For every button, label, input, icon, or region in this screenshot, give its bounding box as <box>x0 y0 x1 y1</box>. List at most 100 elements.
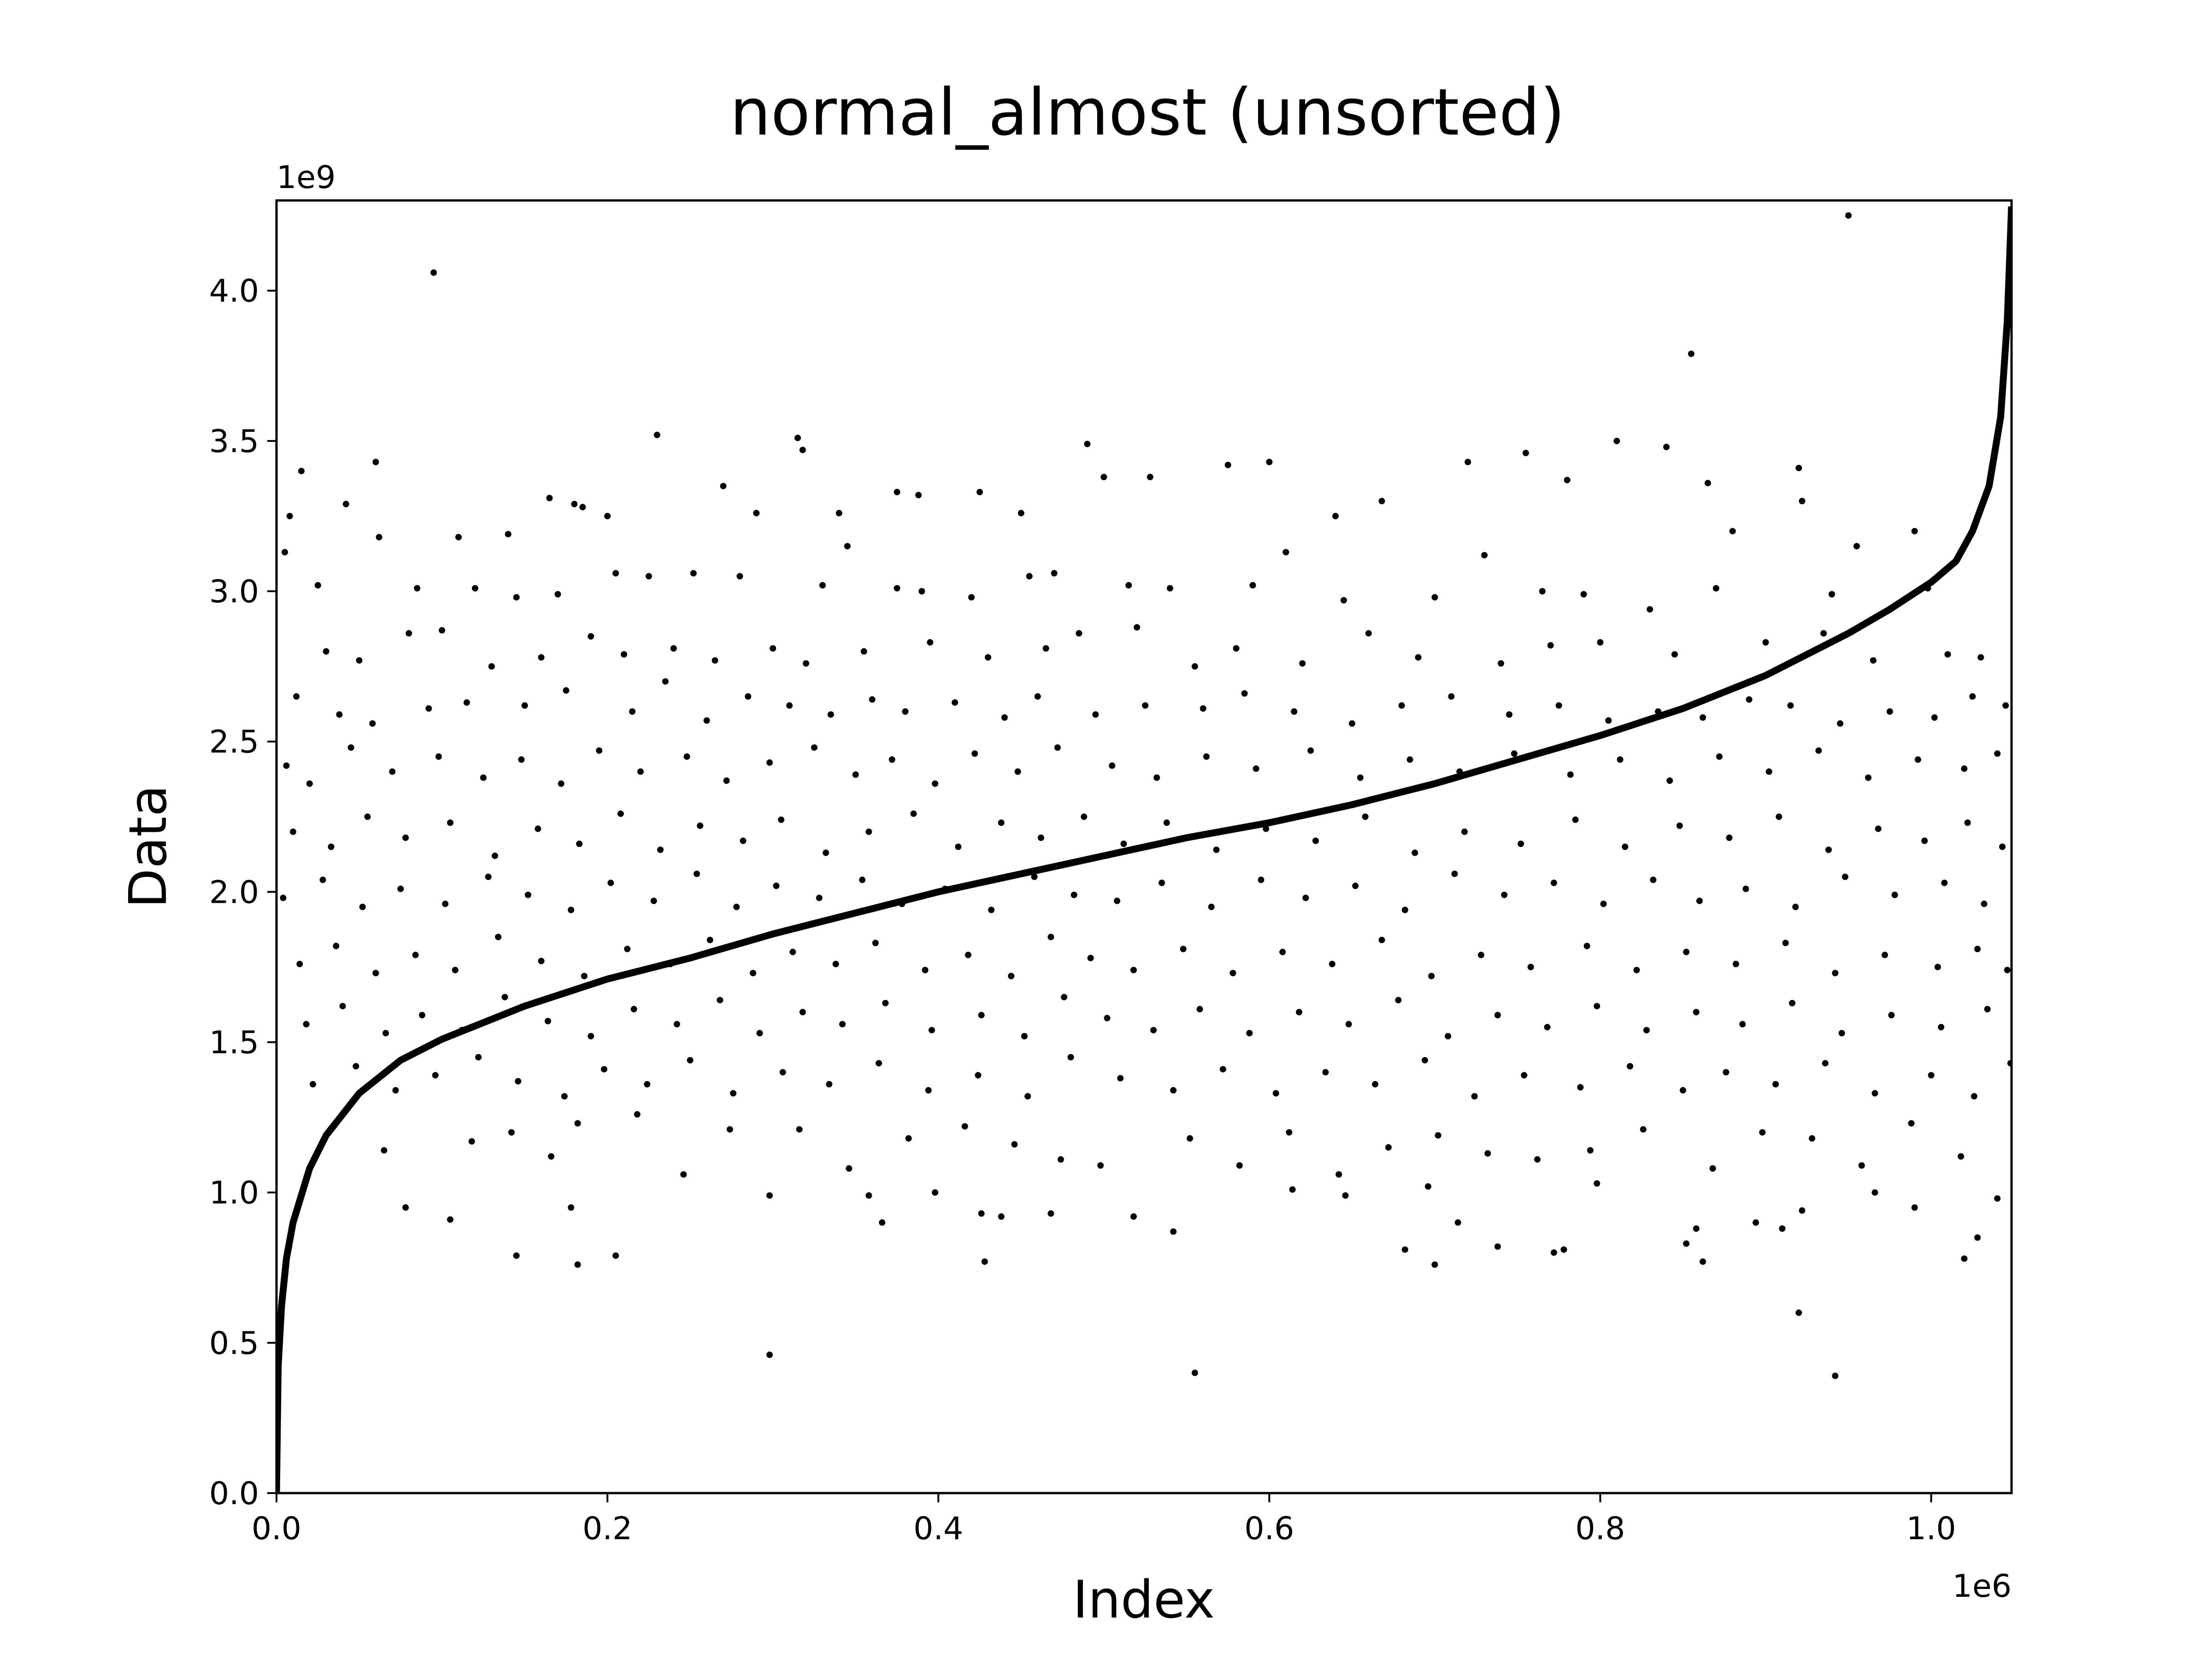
scatter-point <box>794 435 801 441</box>
scatter-point <box>1875 825 1882 832</box>
scatter-point <box>1071 891 1077 898</box>
scatter-point <box>1117 1075 1124 1082</box>
scatter-point <box>978 1012 985 1018</box>
scatter-point <box>1047 1210 1054 1217</box>
scatter-point <box>1870 657 1877 664</box>
scatter-point <box>1567 771 1574 778</box>
scatter-point <box>1544 1024 1551 1030</box>
x-axis-label: Index <box>1073 1570 1215 1630</box>
scatter-point <box>1739 1021 1746 1028</box>
scatter-point <box>1666 777 1673 784</box>
scatter-point <box>869 696 876 703</box>
scatter-point <box>435 753 442 760</box>
scatter-point <box>1026 573 1033 580</box>
scatter-point <box>835 510 842 517</box>
scatter-point <box>1795 1309 1802 1316</box>
scatter-point <box>581 973 588 979</box>
scatter-point <box>310 1081 316 1088</box>
scatter-point <box>826 1081 833 1088</box>
scatter-point <box>1825 847 1832 853</box>
x-tick-label: 1.0 <box>1906 1511 1956 1547</box>
scatter-point <box>485 873 492 880</box>
scatter-point <box>902 708 909 715</box>
y-axis-label: Data <box>118 785 178 908</box>
scatter-point <box>1779 1225 1786 1232</box>
scatter-point <box>447 819 453 826</box>
y-tick-label: 3.0 <box>209 574 259 610</box>
scatter-point <box>894 488 900 495</box>
scatter-point <box>1340 597 1347 604</box>
scatter-point <box>673 1021 680 1028</box>
scatter-point <box>1981 900 1988 907</box>
scatter-point <box>860 648 867 655</box>
scatter-point <box>740 837 747 844</box>
scatter-point <box>1974 1234 1981 1241</box>
scatter-point <box>888 756 895 763</box>
scatter-point <box>872 940 879 947</box>
scatter-point <box>1845 212 1852 219</box>
scatter-point <box>1882 952 1888 959</box>
scatter-point <box>1617 756 1624 763</box>
scatter-point <box>1924 585 1931 592</box>
y-axis-ticks: 0.0 0.5 1.0 1.5 2.0 2.5 3.0 3.5 4.0 <box>209 273 276 1512</box>
scatter-point <box>1911 1204 1918 1211</box>
scatter-point <box>402 1204 409 1211</box>
scatter-point <box>1456 768 1463 775</box>
scatter-point <box>1130 967 1137 973</box>
scatter-point <box>1547 642 1554 649</box>
scatter-point <box>1633 967 1640 973</box>
scatter-point <box>1583 942 1590 949</box>
scatter-point <box>336 711 343 718</box>
scatter-point <box>432 1072 439 1079</box>
scatter-point <box>1481 552 1488 559</box>
scatter-point <box>968 594 975 601</box>
scatter-point <box>925 1087 932 1094</box>
scatter-point <box>508 1129 515 1136</box>
scatter-point <box>1061 994 1068 1000</box>
scatter-point <box>753 510 760 517</box>
scatter-point <box>1792 904 1799 910</box>
scatter-point <box>876 1060 882 1067</box>
scatter-point <box>376 534 382 541</box>
scatter-point <box>1170 1228 1177 1235</box>
scatter-point <box>1034 693 1041 700</box>
y-tick-label: 3.5 <box>209 424 259 460</box>
scatter-point <box>414 585 421 592</box>
scatter-point <box>1934 964 1941 971</box>
scatter-point <box>928 1027 935 1034</box>
scatter-point <box>1342 1192 1349 1199</box>
scatter-point <box>1170 1087 1177 1094</box>
scatter-point <box>372 970 379 977</box>
scatter-point <box>1263 825 1270 832</box>
scatter-point <box>827 711 834 718</box>
scatter-point <box>630 1006 637 1012</box>
scatter-point <box>1272 1090 1279 1097</box>
scatter-point <box>561 1093 568 1100</box>
scatter-point <box>501 994 508 1000</box>
scatter-point <box>1994 1195 2001 1202</box>
scatter-point <box>894 585 900 592</box>
scatter-point <box>1742 885 1749 892</box>
scatter-point <box>730 1090 736 1097</box>
scatter-point <box>1555 702 1562 709</box>
scatter-point <box>1683 1240 1690 1247</box>
scatter-point <box>1663 443 1670 450</box>
scatter-point <box>1425 1183 1431 1190</box>
scatter-point <box>717 997 724 1004</box>
scatter-point <box>1365 630 1372 637</box>
scatter-point <box>1908 1120 1915 1127</box>
scatter-point <box>1799 498 1806 505</box>
scatter-point <box>347 744 354 751</box>
scatter-point <box>1097 1162 1104 1169</box>
scatter-point <box>524 891 531 898</box>
scatter-point <box>1477 952 1484 959</box>
scatter-point <box>1613 437 1620 444</box>
scatter-point <box>1406 756 1413 763</box>
scatter-point <box>406 630 412 637</box>
scatter-point <box>558 780 565 787</box>
scatter-point <box>981 1258 988 1265</box>
scatter-point <box>339 1003 346 1010</box>
scatter-point <box>1726 834 1733 841</box>
scatter-point <box>1159 879 1165 886</box>
scatter-point <box>1415 654 1422 661</box>
